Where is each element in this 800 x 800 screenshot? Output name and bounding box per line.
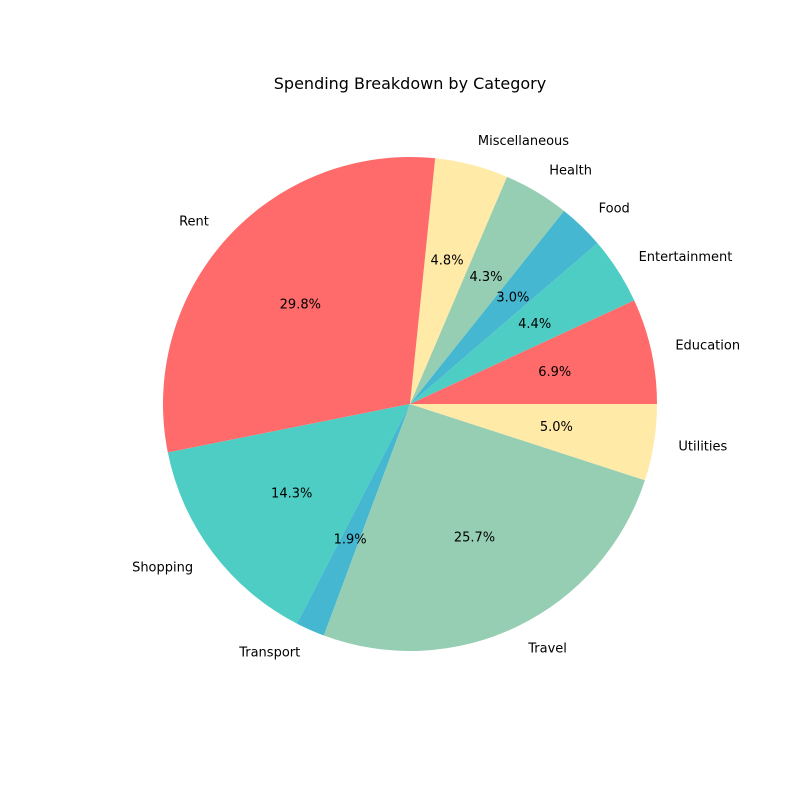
pie-slice-utilities bbox=[410, 404, 657, 481]
pie-percent-labels: 6.9% 4.4% 3.0% 4.3% 4.8% 29.8% 14.3% 1.9% 25.7% 5… bbox=[271, 254, 573, 548]
pie-slice-travel bbox=[323, 404, 645, 651]
slice-percent-miscellaneous: 4.8% bbox=[431, 254, 464, 269]
pie-slice-entertainment bbox=[410, 243, 635, 404]
slice-percent-health: 4.3% bbox=[469, 270, 502, 285]
slice-percent-transport: 1.9% bbox=[334, 533, 367, 548]
slice-label-food: Food bbox=[599, 201, 630, 216]
slice-label-shopping: Shopping bbox=[132, 561, 193, 576]
slice-label-miscellaneous: Miscellaneous bbox=[478, 134, 569, 149]
pie-slice-miscellaneous bbox=[410, 158, 507, 404]
slice-label-transport: Transport bbox=[238, 646, 300, 661]
pie-labels: Education Entertainment Food Health Miscella… bbox=[132, 134, 740, 661]
pie-slice-shopping bbox=[167, 404, 410, 624]
slice-percent-entertainment: 4.4% bbox=[518, 317, 551, 332]
slice-label-travel: Travel bbox=[527, 642, 567, 657]
pie-slice-education bbox=[410, 300, 657, 404]
pie-slice-food bbox=[410, 210, 598, 404]
slice-label-health: Health bbox=[549, 164, 592, 179]
chart-title: Spending Breakdown by Category bbox=[274, 74, 546, 93]
slice-percent-education: 6.9% bbox=[538, 365, 571, 380]
pie-slice-rent bbox=[163, 157, 436, 453]
pie-slice-health bbox=[410, 176, 565, 404]
slice-label-utilities: Utilities bbox=[678, 439, 727, 454]
slice-label-rent: Rent bbox=[179, 214, 209, 229]
slice-percent-utilities: 5.0% bbox=[540, 420, 573, 435]
slice-label-education: Education bbox=[675, 339, 740, 354]
pie-slices bbox=[163, 157, 657, 651]
slice-percent-food: 3.0% bbox=[496, 290, 529, 305]
slice-percent-rent: 29.8% bbox=[280, 297, 321, 312]
slice-percent-shopping: 14.3% bbox=[271, 486, 312, 501]
slice-label-entertainment: Entertainment bbox=[639, 250, 733, 265]
slice-percent-travel: 25.7% bbox=[454, 530, 495, 545]
pie-slice-transport bbox=[296, 404, 410, 636]
